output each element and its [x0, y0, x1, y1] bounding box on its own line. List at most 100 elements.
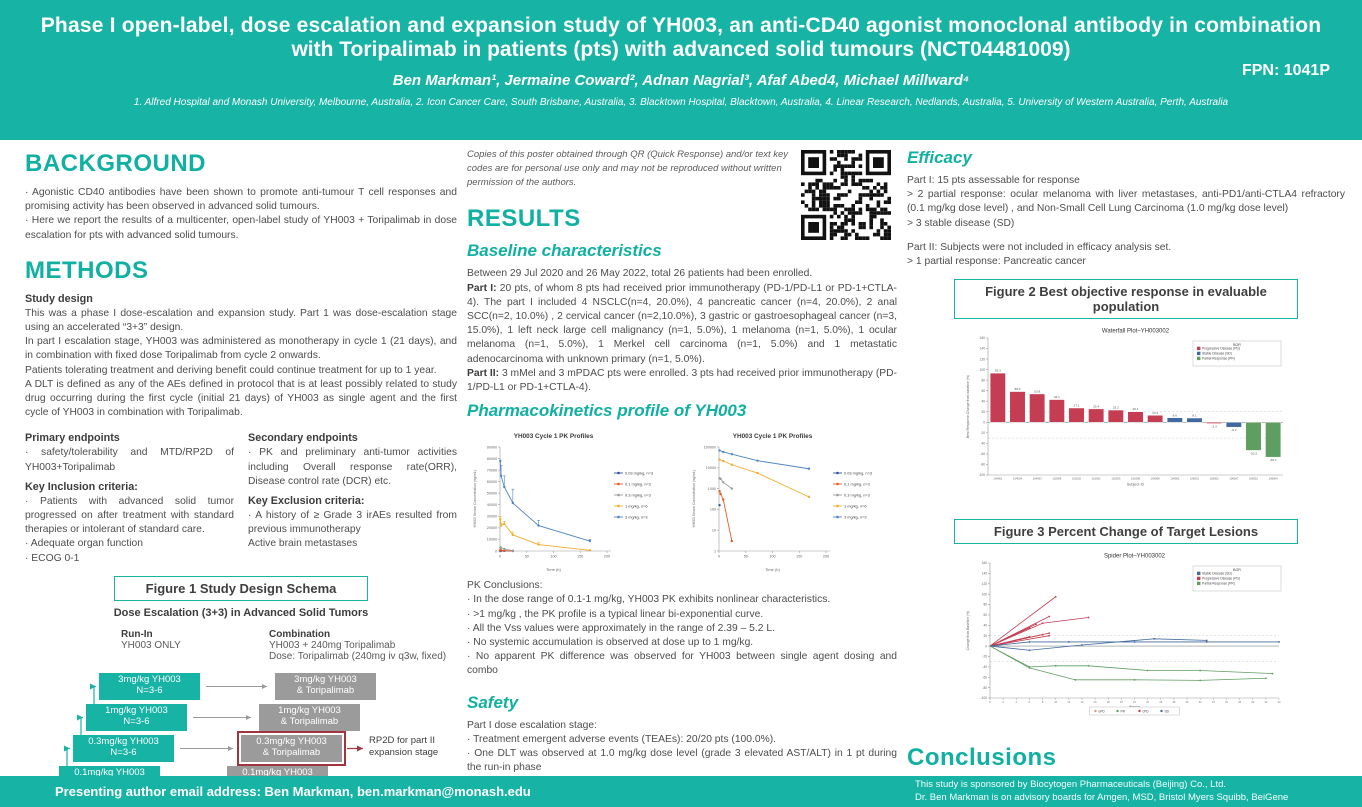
affiliations-line: 1. Alfred Hospital and Monash University…: [133, 97, 1229, 108]
svg-text:0: 0: [985, 644, 987, 648]
svg-text:20: 20: [1120, 700, 1123, 704]
footer-bar: Presenting author email address: Ben Mar…: [0, 776, 1362, 807]
presenting-author-email: Presenting author email address: Ben Mar…: [55, 784, 531, 799]
svg-text:60: 60: [981, 389, 985, 393]
svg-text:50000: 50000: [487, 492, 497, 496]
fpn-code: FPN: 1041P: [1241, 62, 1330, 79]
svg-text:10: 10: [712, 529, 716, 533]
pk-charts-row: YH003 Cycle 1 PK Profiles 0 10000 20000 3000…: [467, 427, 897, 577]
svg-text:0: 0: [718, 555, 720, 559]
svg-text:0.03 mg/kg, n=3: 0.03 mg/kg, n=3: [625, 471, 653, 476]
svg-text:Waterfall Plot–YH003002: Waterfall Plot–YH003002: [1102, 329, 1170, 335]
svg-text:160: 160: [982, 561, 988, 565]
svg-text:PR: PR: [1121, 710, 1126, 714]
svg-text:cPD: cPD: [1143, 710, 1150, 714]
svg-text:0: 0: [983, 421, 985, 425]
svg-text:90000: 90000: [487, 445, 497, 449]
svg-text:-80: -80: [980, 463, 985, 467]
svg-text:16: 16: [1094, 700, 1097, 704]
svg-text:Progressive Disease (PD): Progressive Disease (PD): [1202, 347, 1240, 351]
svg-text:0.03 mg/kg, n=3: 0.03 mg/kg, n=3: [844, 471, 872, 476]
efficacy-heading: Efficacy: [907, 148, 972, 167]
svg-text:6: 6: [1029, 700, 1031, 704]
svg-text:106007: 106007: [1229, 477, 1238, 481]
runin-dose-box-0: 3mg/kg YH003 N=3-6: [99, 672, 200, 700]
poster-title-line1: Phase I open-label, dose escalation and …: [40, 14, 1322, 37]
svg-text:0.3 mg/kg, n=3: 0.3 mg/kg, n=3: [844, 493, 870, 498]
header: Phase I open-label, dose escalation and …: [0, 0, 1362, 140]
svg-text:YH003 Serum Concentration (ng/: YH003 Serum Concentration (ng/mL): [692, 470, 696, 528]
authors-line: Ben Markman¹, Jermaine Coward², Adnan Na…: [392, 72, 970, 89]
svg-text:30: 30: [1186, 700, 1189, 704]
svg-text:14: 14: [1081, 700, 1084, 704]
svg-text:24: 24: [1146, 700, 1149, 704]
svg-text:30000: 30000: [487, 515, 497, 519]
svg-text:BOR: BOR: [1233, 568, 1241, 572]
svg-text:43.1: 43.1: [1054, 395, 1060, 399]
rp2d-note: RP2D for part II expansion stage: [369, 734, 439, 758]
combination-dose-box-1: 1mg/kg YH003 & Toripalimab: [259, 703, 360, 731]
svg-text:2: 2: [1002, 700, 1004, 704]
svg-text:50: 50: [525, 555, 529, 559]
svg-text:80000: 80000: [487, 457, 497, 461]
background-bullet: · Here we report the results of a multic…: [25, 215, 457, 241]
svg-text:104008: 104008: [1151, 477, 1160, 481]
svg-text:27.1: 27.1: [1073, 404, 1079, 408]
svg-text:-20: -20: [980, 431, 985, 435]
inclusion-item: · Patients with advanced solid tumor pro…: [25, 495, 234, 536]
safety-line: · One DLT was observed at 1.0 mg/kg dose…: [467, 747, 897, 774]
sponsor-line: This study is sponsored by Biocytogen Ph…: [915, 779, 1227, 790]
svg-text:106002: 106002: [1210, 477, 1219, 481]
svg-text:22: 22: [1133, 700, 1136, 704]
runin-dose-box-1: 1mg/kg YH003 N=3-6: [86, 703, 187, 731]
svg-text:0: 0: [989, 700, 991, 704]
svg-text:0.1 mg/kg, n=3: 0.1 mg/kg, n=3: [625, 482, 651, 487]
pk-conclusion: · No apparent PK difference was observed…: [467, 651, 897, 677]
disclosure-line: Dr. Ben Markman is on advisory boards fo…: [915, 791, 1289, 803]
exclusion-item: · A history of ≥ Grade 3 irAEs resulted …: [248, 510, 457, 536]
svg-text:120: 120: [982, 582, 988, 586]
svg-text:60: 60: [983, 613, 987, 617]
svg-text:BOR: BOR: [1233, 343, 1241, 347]
svg-text:120: 120: [980, 357, 986, 361]
pk-heading: Pharmacokinetics profile of YH003: [467, 401, 747, 421]
secondary-endpoints-title: Secondary endpoints: [248, 432, 358, 445]
pk-conclusion: · In the dose range of 0.1-1 mg/kg, YH00…: [467, 594, 831, 606]
svg-text:Best Response Change from base: Best Response Change from baseline (%): [966, 375, 970, 438]
svg-text:Change from Baseline (%): Change from Baseline (%): [966, 611, 970, 651]
svg-text:-100: -100: [981, 696, 988, 700]
primary-endpoint-item: · safety/tolerability and MTD/RP2D of YH…: [25, 447, 234, 473]
svg-text:10000: 10000: [487, 538, 497, 542]
svg-text:uPD: uPD: [1099, 710, 1106, 714]
figure2-title-box: Figure 2 Best objective response in eval…: [954, 279, 1298, 320]
study-design-paragraph: This was a phase I dose-escalation and e…: [25, 307, 457, 334]
efficacy-line: > 2 partial response: ocular melanoma wi…: [907, 189, 1345, 215]
runin-label: Run-In YH003 ONLY: [121, 628, 181, 651]
waterfall-chart: Waterfall Plot–YH003002 -100 -80 -60 -40 -20 0…: [961, 325, 1291, 507]
study-design-title: Study design: [25, 292, 93, 305]
qr-code: [801, 150, 891, 240]
svg-text:Spider Plot–YH003002: Spider Plot–YH003002: [1104, 554, 1166, 560]
svg-text:YH003 Cycle 1 PK Profiles: YH003 Cycle 1 PK Profiles: [514, 433, 594, 440]
baseline-heading: Baseline characteristics: [467, 241, 662, 261]
svg-text:4: 4: [1016, 700, 1018, 704]
svg-text:8.6: 8.6: [1173, 413, 1178, 417]
results-heading: RESULTS: [467, 205, 581, 233]
baseline-intro: Between 29 Jul 2020 and 26 May 2022, tot…: [467, 268, 813, 280]
svg-text:0.1 mg/kg, n=3: 0.1 mg/kg, n=3: [844, 482, 870, 487]
spider-chart: Spider Plot–YH003002 -100 -80 -60 -40 -20 0 20 4…: [961, 550, 1291, 736]
efficacy-line: Part II: Subjects were not included in e…: [907, 241, 1172, 253]
pk-conclusion: · No systemic accumulation is observed a…: [467, 636, 754, 648]
svg-text:1 mg/kg, n=6: 1 mg/kg, n=6: [625, 504, 648, 509]
svg-text:20000: 20000: [487, 526, 497, 530]
svg-text:40000: 40000: [487, 503, 497, 507]
svg-text:44: 44: [1278, 700, 1281, 704]
svg-text:200: 200: [823, 555, 829, 559]
copyright-notice: Copies of this poster obtained through Q…: [467, 149, 789, 188]
svg-text:36: 36: [1225, 700, 1228, 704]
svg-text:101008: 101008: [1131, 477, 1140, 481]
svg-text:28: 28: [1172, 700, 1175, 704]
conclusions-heading: Conclusions: [907, 744, 1057, 772]
svg-text:32: 32: [1199, 700, 1202, 704]
svg-text:Time (h): Time (h): [546, 567, 561, 572]
